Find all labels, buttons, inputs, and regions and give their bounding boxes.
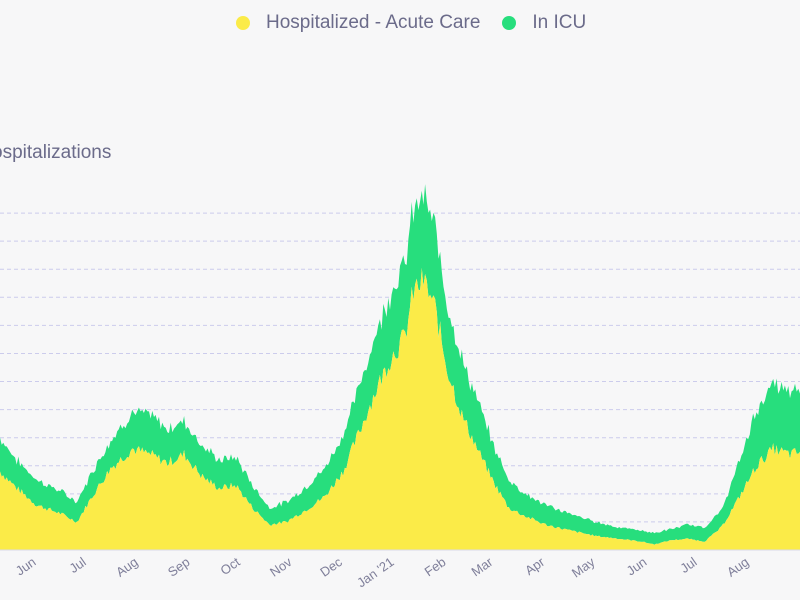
chart-title: ospitalizations — [0, 142, 112, 163]
series-area-in-icu[interactable] — [0, 184, 800, 545]
x-tick-label: Feb — [422, 554, 449, 579]
x-axis-ticks: Jun Jul Aug Sep Oct Nov Dec Jan '21 Feb Mar Apr May… — [13, 554, 752, 590]
icu-swatch-icon — [502, 16, 517, 30]
x-tick-label: Mar — [468, 554, 495, 580]
x-tick-label: Sep — [165, 554, 193, 580]
legend-item-acute-care[interactable]: Hospitalized - Acute Care — [236, 12, 480, 34]
x-tick-label: Apr — [522, 554, 548, 578]
acute-care-swatch-icon — [236, 16, 250, 30]
x-tick-label: Dec — [317, 554, 345, 580]
x-tick-label: Jul — [67, 554, 89, 576]
legend-label-icu: In ICU — [532, 12, 587, 33]
x-tick-label: Jan '21 — [354, 554, 397, 590]
x-tick-label: Jun — [624, 554, 650, 578]
chart-legend: Hospitalized - Acute Care In ICU — [236, 12, 608, 34]
x-tick-label: Jul — [677, 554, 699, 576]
stacked-areas — [0, 184, 800, 550]
x-tick-label: May — [569, 554, 598, 581]
x-tick-label: Oct — [218, 554, 243, 578]
legend-label-acute-care: Hospitalized - Acute Care — [266, 12, 481, 33]
x-tick-label: Nov — [267, 554, 295, 580]
series-area-acute-care[interactable] — [0, 267, 800, 550]
x-tick-label: Jun — [13, 554, 39, 578]
x-tick-label: Aug — [113, 554, 141, 580]
legend-item-icu[interactable]: In ICU — [502, 12, 586, 34]
x-tick-label: Aug — [724, 554, 752, 580]
